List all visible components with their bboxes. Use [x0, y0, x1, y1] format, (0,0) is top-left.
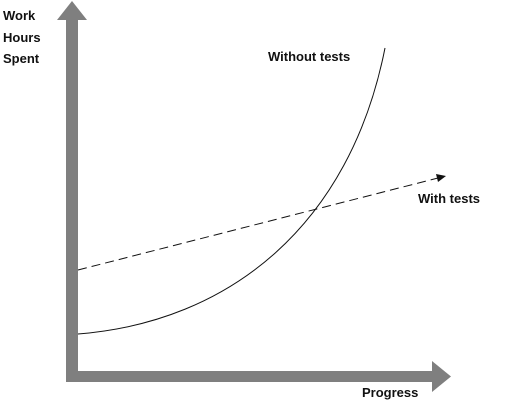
y-axis: [66, 18, 78, 382]
curve-label: With tests: [418, 191, 480, 206]
curve-without-tests: [77, 47, 386, 335]
curve-label: Without tests: [268, 49, 350, 64]
y-axis-arrow: [57, 1, 87, 20]
curve-with-tests: [77, 177, 439, 271]
x-axis: [66, 371, 434, 382]
y-axis-label: Hours: [3, 30, 41, 45]
x-axis-label: Progress: [362, 385, 418, 400]
y-axis-label: Work: [3, 8, 36, 23]
curve-with-tests-arrow: [436, 174, 446, 182]
y-axis-label: Spent: [3, 51, 40, 66]
x-axis-arrow: [432, 361, 451, 392]
